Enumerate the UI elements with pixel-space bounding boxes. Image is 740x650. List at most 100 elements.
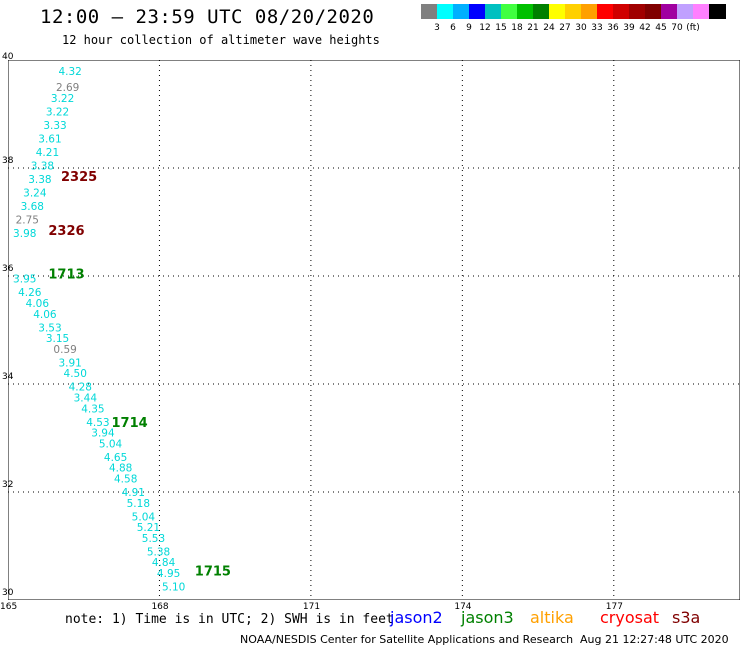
legend-swatch	[661, 4, 678, 19]
legend-swatch	[485, 4, 502, 19]
wave-height-value: 4.65	[104, 452, 127, 464]
wave-height-value: 4.53	[86, 417, 109, 429]
wave-height-value: 4.58	[114, 474, 137, 486]
wave-height-value: 3.53	[38, 322, 61, 334]
legend-label: 15	[495, 23, 507, 33]
legend-swatch	[549, 4, 566, 19]
legend-swatch	[469, 4, 486, 19]
legend-swatch	[629, 4, 646, 19]
legend-swatch	[421, 4, 438, 19]
latitude-tick: 30	[2, 588, 14, 598]
legend-swatch	[613, 4, 630, 19]
legend-label: 70	[671, 23, 683, 33]
wave-height-value: 4.28	[69, 382, 92, 394]
wave-height-value: 4.21	[36, 147, 59, 159]
legend-swatch	[581, 4, 598, 19]
wave-height-value: 0.59	[53, 344, 76, 356]
legend-label: 21	[527, 23, 539, 33]
legend-label: 45	[655, 23, 667, 33]
footer-timestamp: Aug 21 12:27:48 UTC 2020	[580, 633, 729, 646]
legend-label: (ft)	[686, 23, 700, 33]
wave-height-value: 4.84	[152, 557, 176, 569]
longitude-tick: 165	[0, 602, 18, 612]
wave-height-value: 5.18	[127, 498, 150, 510]
legend-label: 42	[639, 23, 651, 33]
wave-height-value: 4.35	[81, 403, 104, 415]
wave-height-value: 3.38	[31, 160, 54, 172]
wave-height-value: 4.50	[64, 368, 87, 380]
wave-height-value: 5.53	[142, 533, 165, 545]
wave-height-value: 4.91	[122, 487, 145, 499]
wave-height-value: 5.04	[132, 511, 156, 523]
time-labels-layer: 2325 2326 1713 1714 1715	[48, 170, 231, 579]
legend-swatch	[453, 4, 470, 19]
legend-label: 30	[575, 23, 587, 33]
longitude-tick: 177	[605, 602, 623, 612]
longitude-tick: 168	[151, 602, 169, 612]
legend-swatch	[501, 4, 518, 19]
latitude-tick: 36	[2, 264, 14, 274]
wave-height-value: 2.75	[16, 214, 39, 226]
legend-swatch	[677, 4, 694, 19]
legend-swatch	[709, 4, 726, 19]
legend-label: 27	[559, 23, 571, 33]
legend-label: 24	[543, 23, 555, 33]
pass-time-label: 1713	[48, 267, 84, 282]
legend-swatch	[517, 4, 534, 19]
wave-height-value: 3.38	[28, 174, 51, 186]
longitude-tick: 174	[454, 602, 472, 612]
page-subtitle: 12 hour collection of altimeter wave hei…	[62, 33, 380, 47]
wave-height-value: 3.22	[46, 106, 69, 118]
legend-label: 33	[591, 23, 603, 33]
satellite-label: altika	[530, 608, 574, 627]
legend-swatch	[437, 4, 454, 19]
satellite-label: jason3	[461, 608, 514, 627]
footer-agency: NOAA/NESDIS Center for Satellite Applica…	[240, 633, 574, 646]
latitude-tick: 40	[2, 52, 14, 62]
legend-swatch	[645, 4, 662, 19]
legend-swatch	[533, 4, 550, 19]
wave-height-value: 3.22	[51, 93, 74, 105]
wave-height-value: 5.38	[147, 546, 170, 558]
wave-height-value: 3.44	[74, 393, 98, 405]
wave-height-value: 2.69	[56, 82, 79, 94]
wave-height-value: 5.21	[137, 522, 160, 534]
legend-label: 36	[607, 23, 619, 33]
latitude-tick: 32	[2, 480, 14, 490]
latitude-tick: 34	[2, 372, 14, 382]
satellite-label: s3a	[672, 608, 701, 627]
latitude-tick: 38	[2, 156, 14, 166]
wave-height-value: 3.95	[13, 274, 36, 286]
wave-height-value: 3.94	[91, 428, 115, 440]
legend-label: 3	[434, 23, 440, 33]
wave-height-value: 3.15	[46, 333, 69, 345]
legend-label: 39	[623, 23, 635, 33]
wave-height-value: 3.98	[13, 228, 36, 240]
wave-height-value: 4.95	[157, 568, 180, 580]
pass-time-label: 2325	[61, 170, 97, 185]
wave-height-value: 4.32	[58, 66, 81, 78]
satellite-label: cryosat	[600, 608, 660, 627]
satellite-label: jason2	[390, 608, 443, 627]
legend-swatch	[597, 4, 614, 19]
wave-height-value: 3.33	[43, 120, 66, 132]
legend-label: 9	[466, 23, 472, 33]
wave-height-value: 4.88	[109, 463, 132, 475]
wave-height-map: 4.322.693.223.223.333.614.213.383.383.24…	[8, 60, 740, 600]
legend-swatch	[565, 4, 582, 19]
page-title: 12:00 – 23:59 UTC 08/20/2020	[40, 6, 375, 28]
legend-label: 12	[479, 23, 491, 33]
wave-height-value: 5.10	[162, 582, 185, 594]
map-grid	[8, 60, 740, 600]
wave-height-value: 4.06	[33, 309, 57, 321]
pass-time-label: 1714	[111, 416, 147, 431]
longitude-tick: 171	[302, 602, 321, 612]
footer-note: note: 1) Time is in UTC; 2) SWH is in fe…	[65, 612, 394, 627]
wave-height-value: 4.06	[26, 298, 50, 310]
legend-swatch	[693, 4, 710, 19]
wave-height-value: 4.26	[18, 287, 42, 299]
wave-height-value: 5.04	[99, 438, 123, 450]
observations-layer: 4.322.693.223.223.333.614.213.383.383.24…	[13, 66, 185, 594]
wave-height-value: 3.68	[21, 201, 44, 213]
